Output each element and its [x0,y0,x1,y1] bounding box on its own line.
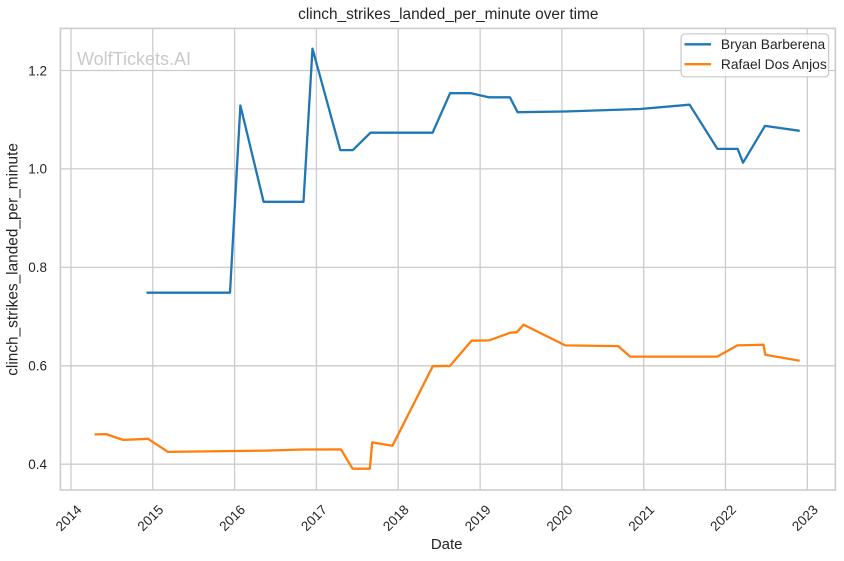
svg-text:Date: Date [431,536,463,553]
svg-text:clinch_strikes_landed_per_minu: clinch_strikes_landed_per_minute over ti… [298,6,598,23]
svg-text:1.0: 1.0 [28,162,47,177]
svg-text:0.4: 0.4 [28,457,47,472]
svg-text:Rafael Dos Anjos: Rafael Dos Anjos [721,57,827,72]
svg-text:1.2: 1.2 [28,63,47,78]
svg-text:0.6: 0.6 [28,359,47,374]
svg-text:clinch_strikes_landed_per_minu: clinch_strikes_landed_per_minute [4,143,21,376]
svg-text:Bryan Barberena: Bryan Barberena [721,37,826,52]
svg-text:WolfTickets.AI: WolfTickets.AI [77,49,191,69]
svg-text:0.8: 0.8 [28,260,47,275]
